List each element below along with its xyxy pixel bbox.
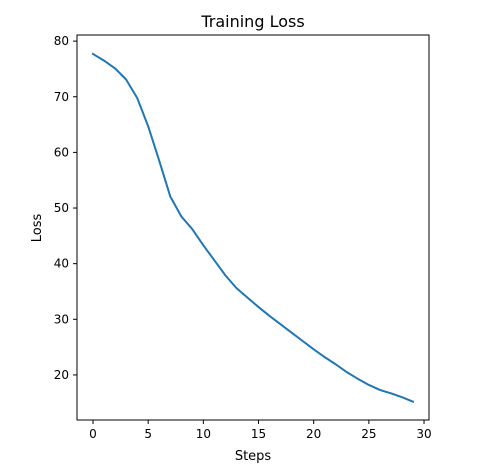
y-tick-label: 60: [54, 145, 69, 159]
series-layer: [91, 52, 415, 403]
y-tick-label: 50: [54, 201, 69, 215]
y-axis-label: Loss: [30, 214, 45, 243]
loss-series-line: [91, 52, 415, 403]
y-axis-ticks: 20 30 40 50 60 70 80: [54, 34, 77, 382]
y-tick-label: 20: [54, 368, 69, 382]
x-axis-ticks: 0 5 10 15 20 25 30: [89, 420, 432, 441]
y-tick-label: 40: [54, 257, 69, 271]
y-tick-label: 70: [54, 90, 69, 104]
chart-title: Training Loss: [200, 12, 304, 31]
plot-area-frame: [76, 34, 430, 421]
x-axis-label: Steps: [235, 449, 272, 464]
x-tick-label: 20: [306, 427, 321, 441]
x-tick-label: 0: [89, 427, 97, 441]
y-tick-label: 30: [54, 312, 69, 326]
y-tick-label: 80: [54, 34, 69, 48]
x-tick-label: 10: [196, 427, 211, 441]
x-tick-label: 15: [251, 427, 266, 441]
x-tick-label: 30: [416, 427, 431, 441]
x-tick-label: 5: [144, 427, 152, 441]
x-tick-label: 25: [361, 427, 376, 441]
